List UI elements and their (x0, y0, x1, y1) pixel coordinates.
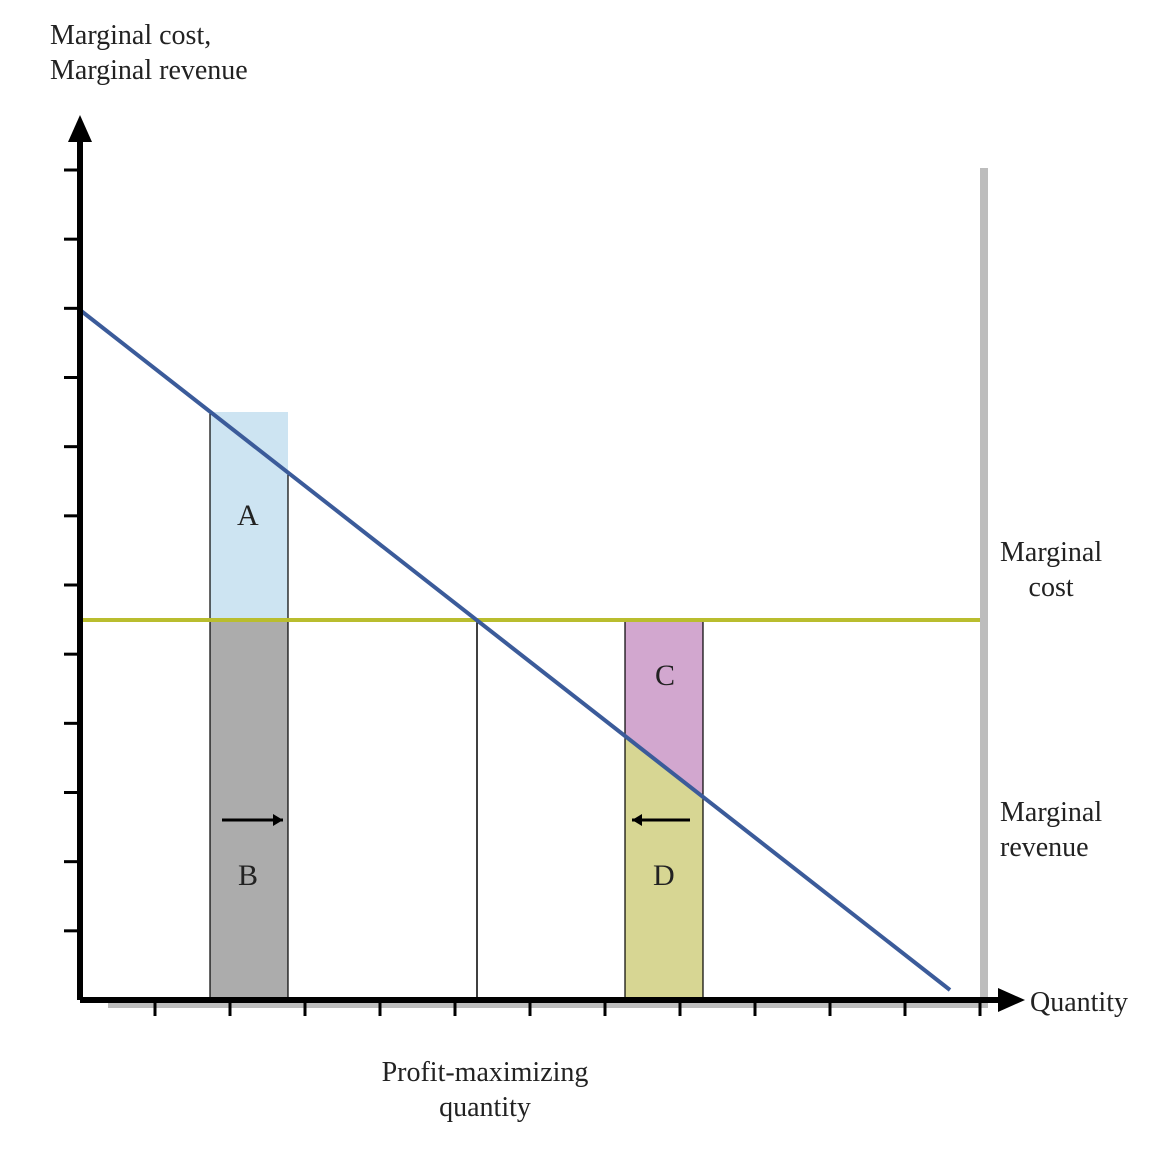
svg-text:C: C (655, 659, 675, 692)
y-axis-title: Marginal cost, Marginal revenue (50, 18, 248, 88)
optimum-label-line1: Profit-maximizing (382, 1057, 589, 1088)
mc-label: Marginal cost (1000, 535, 1102, 605)
optimum-label: Profit-maximizing quantity (370, 1055, 600, 1125)
chart-svg: A B C D (0, 0, 1153, 1152)
mr-label: Marginal revenue (1000, 795, 1102, 865)
svg-text:B: B (238, 859, 258, 892)
optimum-label-line2: quantity (439, 1092, 531, 1123)
mc-label-line2: cost (1000, 570, 1102, 605)
x-axis-title: Quantity (1030, 985, 1128, 1020)
y-axis-title-line2: Marginal revenue (50, 55, 248, 86)
mc-label-line1: Marginal (1000, 537, 1102, 568)
y-axis-title-line1: Marginal cost, (50, 20, 211, 51)
figure-container: Marginal cost, Marginal revenue Marginal… (0, 0, 1153, 1152)
svg-text:D: D (653, 859, 675, 892)
x-axis-title-text: Quantity (1030, 987, 1128, 1018)
mr-label-line1: Marginal (1000, 797, 1102, 828)
mr-label-line2: revenue (1000, 832, 1089, 863)
svg-text:A: A (237, 499, 259, 532)
